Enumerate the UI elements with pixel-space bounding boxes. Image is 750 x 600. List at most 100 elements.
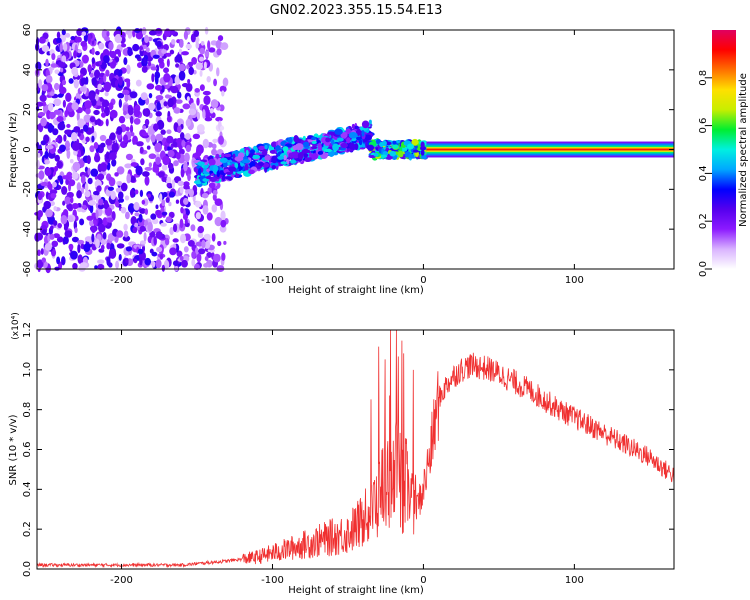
spectrogram-noise-blob	[153, 123, 159, 131]
spectrogram-onset-blob	[365, 134, 372, 141]
spectrogram-noise-blob	[115, 200, 120, 208]
spectrogram-noise-blob	[99, 162, 108, 172]
spectrogram-noise-blob	[127, 203, 136, 213]
spectrogram-onset-blob	[257, 161, 264, 167]
spectrogram-noise-blob	[201, 239, 206, 249]
spectrogram-noise-blob	[138, 213, 143, 223]
spectrogram-noise-blob	[129, 115, 134, 125]
spectrogram-onset-blob	[303, 153, 309, 158]
spectrogram-noise-blob	[52, 181, 57, 188]
snr-series-line	[36, 329, 675, 569]
spectrogram-noise-blob	[115, 187, 122, 193]
spectrogram-noise-blob	[195, 62, 203, 70]
colorbar-gradient	[712, 30, 736, 269]
spectrogram-noise-blob	[52, 220, 58, 226]
spectrogram-marks	[34, 26, 674, 274]
spectrogram-noise-blob	[149, 230, 156, 238]
spectrogram-noise-blob	[69, 158, 74, 164]
spectrogram-noise-blob	[172, 238, 179, 243]
spectrogram-noise-blob	[144, 208, 149, 215]
spectrogram-noise-blob	[122, 89, 130, 95]
spectrogram-noise-blob	[71, 171, 79, 180]
spectrogram-noise-blob	[37, 209, 44, 218]
spectrogram-noise-blob	[155, 94, 164, 101]
spectrogram-noise-blob	[62, 99, 66, 108]
spectrogram-onset-blob	[258, 145, 266, 151]
spectrogram-noise-blob	[100, 244, 105, 251]
spectrogram-noise-blob	[203, 95, 211, 106]
spectrogram-noise-blob	[169, 247, 177, 256]
spectrogram-noise-blob	[141, 132, 148, 137]
spectrogram-noise-blob	[68, 179, 76, 187]
snr-ylabel: SNR (10 * v/v)	[8, 414, 19, 485]
spectrogram-noise-blob	[115, 260, 120, 269]
spectrogram-noise-blob	[133, 108, 141, 118]
spectrogram-noise-blob	[61, 29, 66, 36]
spectrogram-transition-blob	[378, 148, 382, 154]
spectrogram-noise-blob	[38, 79, 43, 89]
spectrogram-noise-blob	[206, 76, 211, 83]
spectrogram-onset-blob	[325, 137, 331, 143]
spectrogram-onset-blob	[216, 169, 220, 178]
spectrogram-onset-blob	[264, 144, 268, 150]
spectrogram-noise-blob	[159, 253, 164, 260]
spectrogram-noise-blob	[77, 149, 81, 157]
spectrogram-noise-blob	[200, 40, 205, 46]
spectrogram-noise-blob	[72, 141, 80, 152]
spectrogram-noise-blob	[166, 183, 171, 188]
spectrogram-noise-blob	[120, 31, 126, 38]
spectrogram-noise-blob	[64, 110, 69, 118]
spectrogram-noise-blob	[161, 49, 167, 54]
spectrogram-noise-blob	[54, 154, 60, 162]
spectrogram-noise-blob	[180, 206, 184, 214]
spectrogram-noise-blob	[68, 78, 74, 84]
spectrogram-noise-blob	[155, 28, 162, 34]
spectrogram-noise-blob	[88, 200, 97, 206]
spectrogram-noise-blob	[127, 32, 132, 39]
spectrogram-noise-blob	[170, 29, 176, 36]
spectrogram-noise-blob	[108, 102, 114, 111]
spectrogram-noise-blob	[212, 193, 217, 201]
spectrogram-noise-blob	[114, 80, 119, 87]
spectrogram-onset-blob	[271, 165, 277, 170]
spectrogram-noise-blob	[215, 116, 223, 122]
spectrogram-noise-blob	[155, 111, 162, 117]
spectrogram-onset-blob	[317, 142, 322, 151]
spectrogram-noise-blob	[196, 97, 200, 106]
spectrogram-noise-blob	[126, 64, 131, 75]
spectrogram-noise-blob	[124, 163, 132, 169]
spectrogram-onset-blob	[346, 137, 351, 144]
spectrogram-noise-blob	[142, 125, 147, 130]
spectrogram-noise-blob	[132, 135, 138, 145]
spectrogram-noise-blob	[77, 118, 85, 129]
spectrogram-noise-blob	[208, 182, 216, 189]
spectrogram-noise-blob	[91, 125, 95, 134]
spectrogram-noise-blob	[175, 152, 181, 160]
spectrogram-noise-blob	[82, 124, 89, 132]
spectrogram-noise-blob	[57, 175, 63, 181]
spectrogram-noise-blob	[146, 83, 155, 90]
spectrogram-onset-blob	[351, 123, 355, 129]
spectrogram-noise-blob	[35, 173, 40, 178]
spectrogram-noise-blob	[90, 225, 97, 234]
spectrogram-noise-blob	[179, 186, 184, 194]
spectrogram-noise-blob	[144, 175, 150, 186]
spectrogram-noise-blob	[155, 209, 162, 216]
snr-xlabel: Height of straight line (km)	[288, 585, 424, 596]
spectrogram-noise-blob	[212, 138, 218, 143]
spectrogram-onset-blob	[197, 168, 202, 176]
y-tick-label: 0.0	[22, 561, 33, 577]
spectrogram-noise-blob	[43, 200, 52, 210]
spectrogram-noise-blob	[70, 131, 78, 142]
spectrogram-noise-blob	[81, 31, 87, 37]
spectrogram-noise-blob	[103, 81, 112, 92]
spectrogram-noise-blob	[211, 148, 218, 156]
spectrogram-noise-blob	[220, 219, 227, 228]
spectrogram-noise-blob	[168, 191, 176, 198]
spectrogram-noise-blob	[179, 233, 187, 244]
spectrogram-noise-blob	[117, 92, 125, 99]
spectrogram-noise-blob	[56, 31, 61, 39]
y-tick-label: 1.2	[22, 322, 33, 338]
spectrogram-noise-blob	[62, 200, 66, 206]
